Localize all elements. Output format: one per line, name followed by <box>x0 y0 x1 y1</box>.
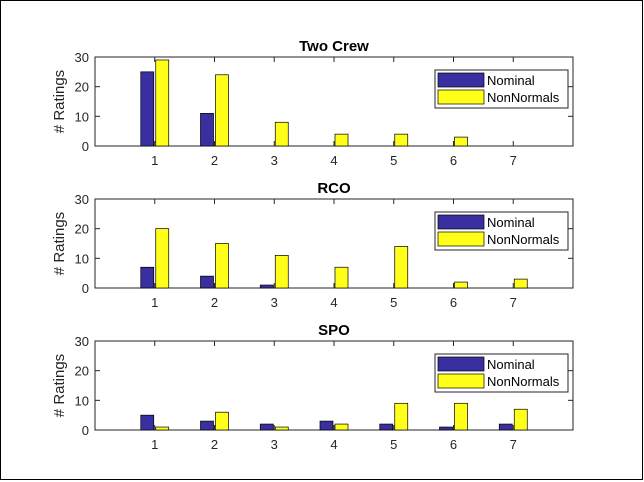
y-tick-label: 10 <box>75 109 89 124</box>
y-tick-label: 10 <box>75 393 89 408</box>
bar-nonnormals-2 <box>215 243 229 289</box>
bar-nonnormals-5 <box>394 402 409 431</box>
bar-nominal-3 <box>259 423 274 431</box>
bar-nominal-4 <box>319 420 334 431</box>
y-tick-label: 30 <box>75 50 89 65</box>
bar-nonnormals-5 <box>394 246 409 289</box>
bar-nominal-1 <box>140 414 155 431</box>
bar-nonnormals-3 <box>274 426 289 431</box>
x-tick-label: 4 <box>330 153 337 168</box>
x-tick-label: 6 <box>450 153 457 168</box>
chart-title: RCO <box>317 180 351 197</box>
bar-nominal-1 <box>140 266 155 289</box>
y-tick-label: 30 <box>75 334 89 349</box>
y-tick-label: 0 <box>82 139 89 154</box>
bar-nonnormals-1 <box>155 228 170 289</box>
x-tick-label: 4 <box>330 295 337 310</box>
bar-nonnormals-6 <box>454 136 468 147</box>
bar-nominal-2 <box>200 275 214 289</box>
x-tick-label: 1 <box>151 437 158 452</box>
bar-nonnormals-4 <box>334 266 349 289</box>
x-tick-label: 5 <box>390 295 397 310</box>
bar-nonnormals-6 <box>454 402 468 431</box>
x-tick-label: 7 <box>510 153 517 168</box>
bar-nominal-1 <box>140 71 155 147</box>
x-tick-label: 3 <box>271 153 278 168</box>
legend-swatch-nonnormals <box>437 231 485 247</box>
x-tick-label: 3 <box>271 295 278 310</box>
bar-nonnormals-4 <box>334 423 349 431</box>
x-tick-label: 1 <box>151 153 158 168</box>
bar-nonnormals-4 <box>334 133 349 147</box>
bar-nominal-3 <box>259 284 274 289</box>
legend-swatch-nominal <box>437 356 485 372</box>
x-tick-label: 7 <box>510 437 517 452</box>
bar-nominal-2 <box>200 420 214 431</box>
legend-label-nominal: Nominal <box>487 73 535 88</box>
bar-nonnormals-6 <box>454 281 468 289</box>
bar-nonnormals-2 <box>215 411 229 431</box>
legend-label-nonnormals: NonNormals <box>487 374 560 389</box>
legend-label-nonnormals: NonNormals <box>487 90 560 105</box>
bar-nonnormals-3 <box>274 255 289 289</box>
legend-label-nominal: Nominal <box>487 357 535 372</box>
legend: Nominal NonNormals <box>434 69 569 109</box>
x-tick-label: 5 <box>390 153 397 168</box>
x-tick-label: 5 <box>390 437 397 452</box>
y-tick-label: 30 <box>75 192 89 207</box>
y-axis-label: # Ratings <box>51 354 68 417</box>
bar-nonnormals-1 <box>155 426 170 431</box>
bar-nonnormals-7 <box>513 408 528 431</box>
x-tick-label: 6 <box>450 437 457 452</box>
x-tick-label: 3 <box>271 437 278 452</box>
y-tick-label: 0 <box>82 423 89 438</box>
legend-swatch-nominal <box>437 214 485 230</box>
legend-swatch-nonnormals <box>437 373 485 389</box>
y-tick-label: 10 <box>75 251 89 266</box>
y-axis-label: # Ratings <box>51 212 68 275</box>
legend: Nominal NonNormals <box>434 353 569 393</box>
y-tick-label: 20 <box>75 222 89 237</box>
x-tick-label: 2 <box>211 437 218 452</box>
bar-nominal-5 <box>379 423 394 431</box>
y-tick-label: 20 <box>75 80 89 95</box>
bar-nominal-6 <box>439 426 453 431</box>
legend-label-nonnormals: NonNormals <box>487 232 560 247</box>
x-tick-label: 1 <box>151 295 158 310</box>
bar-nonnormals-1 <box>155 59 170 147</box>
bar-nonnormals-7 <box>513 278 528 289</box>
x-tick-label: 2 <box>211 295 218 310</box>
y-tick-label: 20 <box>75 364 89 379</box>
chart-panel-2: 0 10 20 30 1 2 3 4 5 6 7 RCO # Ratings Nominal NonNorm… <box>51 180 574 310</box>
bar-nonnormals-5 <box>394 133 409 147</box>
bar-nonnormals-2 <box>215 74 229 147</box>
chart-panel-3: 0 10 20 30 1 2 3 4 5 6 7 SPO # Ratings Nominal NonNorm… <box>51 322 574 452</box>
legend-swatch-nominal <box>437 72 485 88</box>
bar-nonnormals-3 <box>274 121 289 147</box>
bar-nominal-7 <box>498 423 513 431</box>
x-tick-label: 2 <box>211 153 218 168</box>
chart-title: SPO <box>318 322 350 339</box>
legend: Nominal NonNormals <box>434 211 569 251</box>
legend-label-nominal: Nominal <box>487 215 535 230</box>
y-axis-label: # Ratings <box>51 70 68 133</box>
legend-swatch-nonnormals <box>437 89 485 105</box>
x-tick-label: 7 <box>510 295 517 310</box>
y-tick-label: 0 <box>82 281 89 296</box>
chart-title: Two Crew <box>299 38 369 55</box>
x-tick-label: 4 <box>330 437 337 452</box>
x-tick-label: 6 <box>450 295 457 310</box>
bar-nominal-2 <box>200 113 214 147</box>
